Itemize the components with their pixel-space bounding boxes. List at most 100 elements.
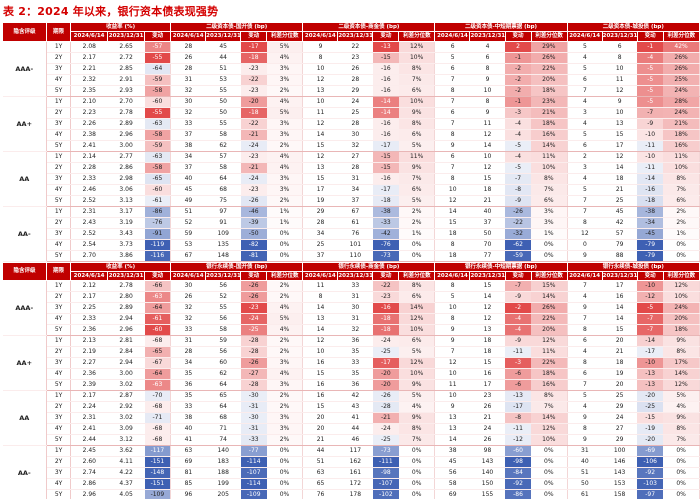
- cell: -11: [637, 162, 664, 174]
- cell: 6: [567, 74, 603, 86]
- cell: 8: [434, 85, 470, 97]
- cell: 33: [337, 280, 373, 293]
- col-header: 变动: [144, 31, 172, 42]
- cell: 55: [205, 302, 241, 315]
- cell: 56: [205, 280, 241, 293]
- cell: 6%: [398, 184, 436, 196]
- cell: 14%: [531, 412, 568, 425]
- term-label: 3Y: [46, 173, 72, 185]
- term-label: 5Y: [46, 434, 72, 447]
- cell: 71: [205, 423, 241, 436]
- cell: 9: [434, 324, 470, 337]
- cell: 8%: [531, 390, 568, 403]
- cell: -11: [505, 423, 532, 436]
- cell: -17: [372, 140, 399, 152]
- cell: -18: [372, 313, 399, 326]
- cell: 26%: [531, 302, 568, 315]
- cell: -15: [372, 52, 399, 64]
- term-label: 2Y: [46, 291, 72, 304]
- cell: 0%: [663, 467, 700, 480]
- cell: 6: [434, 41, 470, 53]
- cell: 8: [434, 239, 470, 251]
- col-header: 变动: [372, 31, 400, 42]
- cell: 12: [602, 85, 638, 97]
- cell: -82: [240, 239, 267, 251]
- cell: 3%: [266, 173, 304, 185]
- cell: 13: [602, 118, 638, 130]
- cell: 50: [205, 96, 241, 108]
- cell: 12: [602, 151, 638, 163]
- cell: 2.13: [70, 335, 108, 348]
- cell: 38: [170, 140, 206, 152]
- cell: 3.73: [107, 239, 145, 251]
- cell: -69: [637, 445, 664, 458]
- cell: -117: [144, 445, 172, 458]
- cell: 26%: [531, 52, 568, 64]
- cell: 15: [469, 173, 506, 185]
- cell: 12: [469, 162, 506, 174]
- cell: 16: [302, 379, 338, 392]
- cell: -9: [505, 291, 532, 304]
- cell: 32: [170, 85, 206, 97]
- cell: 100: [602, 445, 638, 458]
- cell: 4%: [663, 401, 700, 414]
- cell: 32: [337, 140, 373, 152]
- cell: 2%: [266, 390, 304, 403]
- cell: 3.62: [107, 445, 145, 458]
- col-header: 2024/6/14: [434, 31, 471, 42]
- cell: -4: [505, 118, 532, 130]
- cell: 32: [170, 313, 206, 326]
- cell: 3%: [531, 206, 568, 218]
- col-header: 2024/6/14: [70, 31, 109, 42]
- cell: 36: [337, 379, 373, 392]
- cell: 26: [469, 401, 506, 414]
- cell: -13: [372, 41, 399, 53]
- cell: -114: [240, 478, 267, 491]
- cell: -18: [240, 107, 267, 119]
- cell: 2.92: [107, 401, 145, 414]
- col-header: 2024/6/14: [302, 270, 339, 282]
- cell: 7: [434, 346, 470, 359]
- cell: 3%: [266, 63, 304, 75]
- cell: 2%: [266, 335, 304, 348]
- cell: 2.26: [70, 118, 108, 130]
- cell: 21%: [531, 107, 568, 119]
- cell: 2.65: [107, 41, 145, 53]
- cell: 6: [434, 63, 470, 75]
- cell: 15%: [531, 280, 568, 293]
- cell: 18%: [663, 129, 700, 141]
- cell: 25: [602, 195, 638, 207]
- cell: -5: [637, 96, 664, 108]
- term-label: 2Y: [46, 346, 72, 359]
- cell: 13: [434, 423, 470, 436]
- cell: 4: [567, 52, 603, 64]
- cell: 2.39: [70, 379, 108, 392]
- cell: 2%: [398, 206, 436, 218]
- cell: 21: [602, 346, 638, 359]
- cell: 5: [434, 291, 470, 304]
- cell: 2: [567, 151, 603, 163]
- cell: 101: [337, 239, 373, 251]
- cell: 18%: [531, 368, 568, 381]
- cell: -109: [240, 489, 267, 499]
- cell: -15: [637, 412, 664, 425]
- cell: -16: [637, 184, 664, 196]
- cell: 22%: [531, 63, 568, 75]
- cell: 8: [567, 324, 603, 337]
- cell: 4: [567, 346, 603, 359]
- col-header: 2024/6/14: [70, 270, 109, 282]
- cell: -26: [505, 206, 532, 218]
- cell: -32: [505, 228, 532, 240]
- cell: -68: [144, 423, 172, 436]
- cell: -6: [505, 368, 532, 381]
- cell: 10%: [398, 368, 436, 381]
- cell: -119: [144, 239, 172, 251]
- cell: -24: [240, 140, 267, 152]
- cell: 6%: [531, 195, 568, 207]
- cell: 9%: [398, 379, 436, 392]
- cell: -16: [372, 302, 399, 315]
- cell: 2.52: [70, 195, 108, 207]
- cell: -10: [637, 280, 664, 293]
- cell: 16%: [531, 379, 568, 392]
- cell: -28: [240, 335, 267, 348]
